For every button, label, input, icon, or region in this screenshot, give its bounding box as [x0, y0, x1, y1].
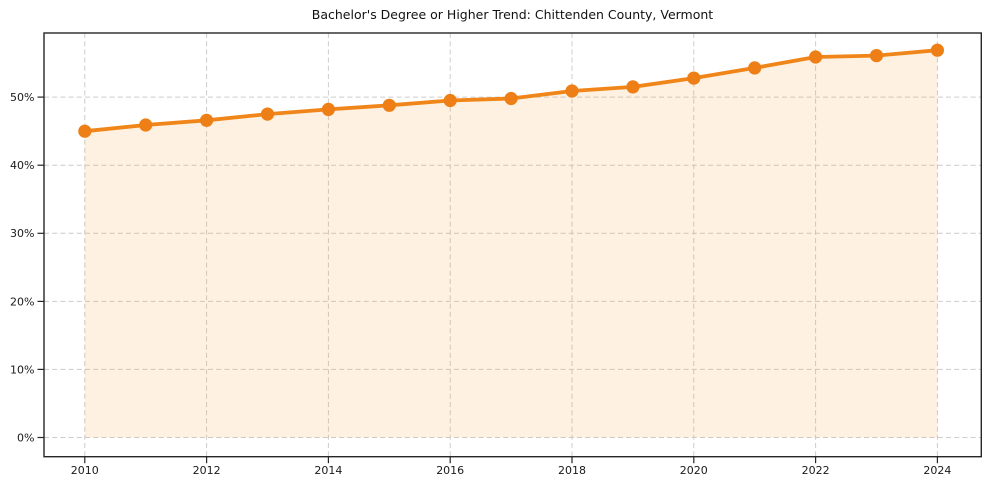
- data-point-marker: [930, 43, 945, 57]
- data-point-marker: [260, 107, 275, 121]
- y-tick-label: 10%: [10, 363, 34, 376]
- data-point-marker: [321, 102, 335, 116]
- y-tick-label: 40%: [10, 159, 34, 172]
- data-point-marker: [626, 80, 640, 94]
- x-tick-label: 2010: [71, 464, 99, 477]
- plot-border: [43, 32, 982, 458]
- data-point-marker: [565, 84, 579, 98]
- data-point-marker: [869, 49, 884, 63]
- data-point-marker: [504, 91, 518, 106]
- data-point-marker: [748, 61, 762, 75]
- x-tick-label: 2014: [314, 464, 342, 477]
- chart-title: Bachelor's Degree or Higher Trend: Chitt…: [311, 7, 714, 22]
- x-tick-label: 2020: [680, 464, 708, 477]
- x-tick-label: 2012: [193, 464, 221, 477]
- data-point-marker: [687, 71, 701, 85]
- x-tick-label: 2024: [923, 464, 951, 477]
- x-tick-label: 2018: [558, 464, 586, 477]
- y-tick-label: 20%: [10, 295, 34, 308]
- y-tick-label: 0%: [17, 431, 34, 444]
- data-point-marker: [443, 93, 457, 108]
- data-point-marker: [809, 50, 823, 64]
- data-point-marker: [382, 98, 396, 112]
- y-tick-label: 30%: [10, 227, 34, 240]
- area-fill: [84, 50, 938, 438]
- y-tick-label: 50%: [10, 91, 34, 104]
- data-point-marker: [200, 113, 214, 127]
- data-point-marker: [78, 124, 92, 138]
- x-tick-label: 2016: [436, 464, 464, 477]
- x-tick-label: 2022: [802, 464, 830, 477]
- data-point-marker: [139, 118, 153, 132]
